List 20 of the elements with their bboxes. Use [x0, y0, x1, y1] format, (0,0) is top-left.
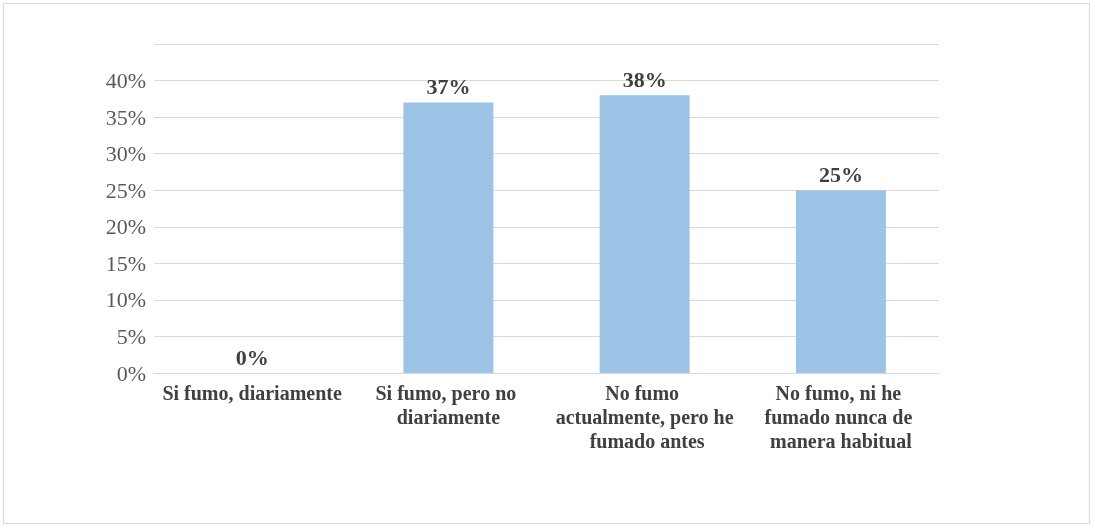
y-tick-label: 25%: [105, 177, 146, 203]
data-label: 25%: [818, 161, 863, 187]
data-label: 37%: [426, 73, 471, 99]
y-tick-label: 40%: [105, 68, 146, 94]
bar: [795, 190, 886, 373]
y-tick-label: 30%: [105, 141, 146, 167]
x-tick-label: Si fumo, pero no diariamente: [375, 382, 522, 428]
x-tick-label: Si fumo, diariamente: [162, 382, 342, 404]
x-tick-label: No fumo, ni he fumado nunca de manera habitual: [764, 382, 918, 452]
y-tick-label: 0%: [116, 360, 146, 386]
y-tick-label: 10%: [105, 287, 146, 313]
data-label: 38%: [622, 66, 667, 92]
y-tick-label: 35%: [105, 104, 146, 130]
y-tick-label: 20%: [105, 214, 146, 240]
bar: [403, 102, 494, 373]
data-label: 0%: [235, 344, 269, 370]
x-tick-label: No fumo actualmente, pero he fumado antes: [555, 382, 734, 452]
y-tick-label: 5%: [116, 323, 146, 349]
y-tick-label: 15%: [105, 250, 146, 276]
bar: [599, 95, 690, 373]
